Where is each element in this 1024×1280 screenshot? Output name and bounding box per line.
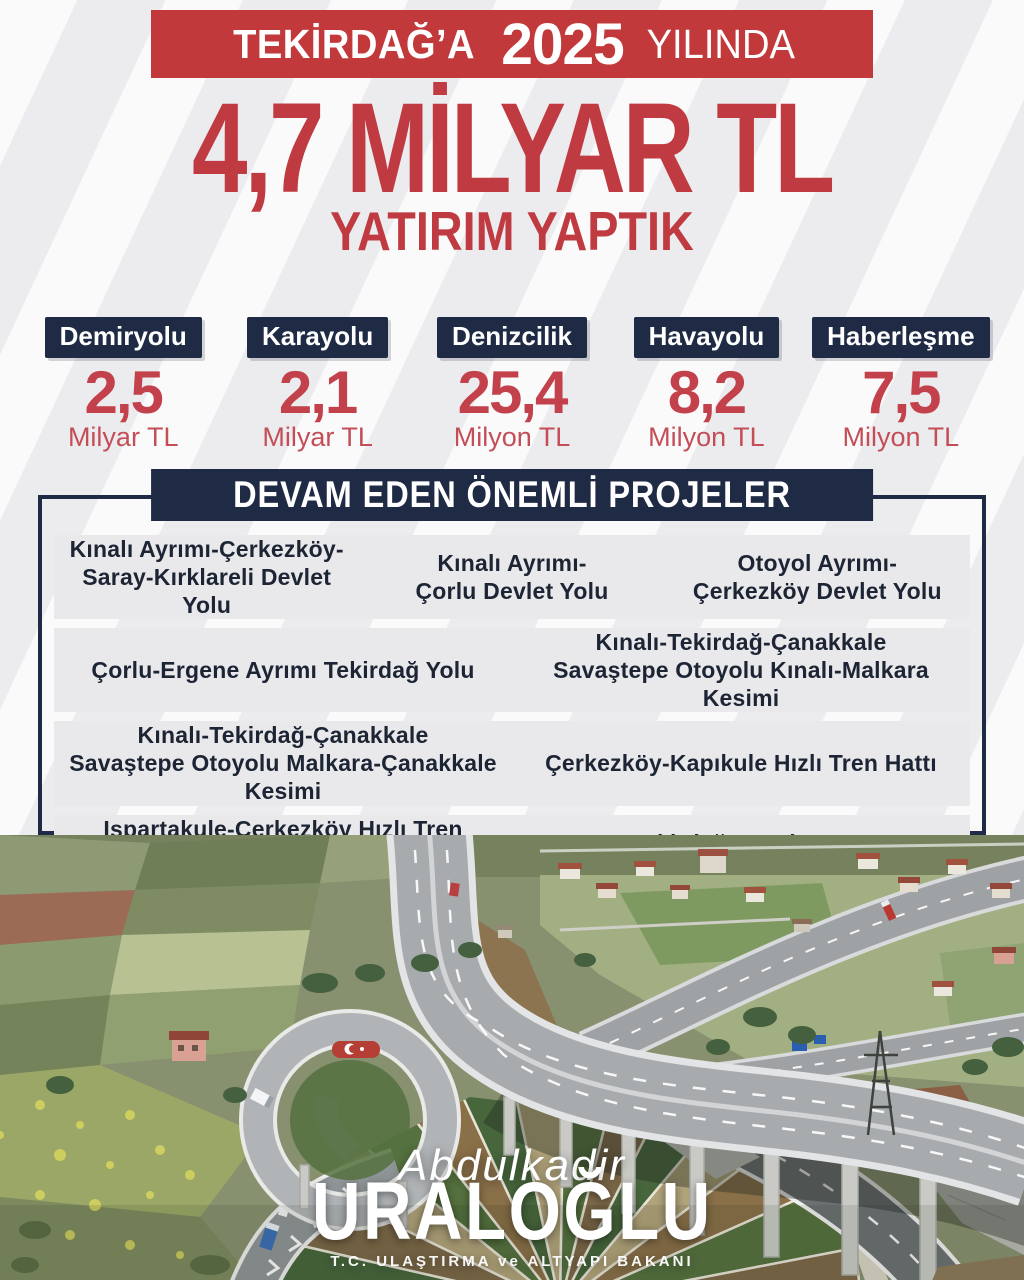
banner-suffix-text: YILINDA <box>646 20 795 67</box>
stat-label: Haberleşme <box>812 317 990 359</box>
stat-card-havayolu: Havayolu 8,2 Milyon TL <box>609 317 803 453</box>
stat-value: 25,4 <box>457 359 569 427</box>
stat-value: 2,5 <box>84 359 163 427</box>
projects-box: Kınalı Ayrımı-Çerkezköy- Saray-Kırklarel… <box>38 495 986 871</box>
stat-unit: Milyon TL <box>453 422 571 453</box>
stat-unit: Milyon TL <box>648 422 765 453</box>
investment-stats-row: Demiryolu 2,5 Milyar TL Karayolu 2,1 Mil… <box>26 317 998 453</box>
ongoing-projects-section: DEVAM EDEN ÖNEMLİ PROJELER Kınalı Ayrımı… <box>38 469 986 871</box>
minister-logo: Abdulkadir URALOĞLU T.C. ULAŞTIRMA ve AL… <box>0 1141 1024 1270</box>
project-row: Kınalı-Tekirdağ-Çanakkale Savaştepe Otoy… <box>54 721 970 806</box>
stat-card-denizcilik: Denizcilik 25,4 Milyon TL <box>415 317 609 453</box>
stat-unit: Milyar TL <box>67 422 179 453</box>
headline: 4,7 MİLYAR TL YATIRIM YAPTIK <box>0 82 1024 263</box>
banner-year-text: 2025 <box>501 11 625 77</box>
stat-card-demiryolu: Demiryolu 2,5 Milyar TL <box>26 317 220 453</box>
top-banner: TEKİRDAĞ’A 2025 YILINDA <box>151 10 873 78</box>
minister-last-name: URALOĞLU <box>311 1166 713 1258</box>
stat-unit: Milyon TL <box>842 422 960 453</box>
stat-value: 2,1 <box>278 359 358 427</box>
minister-title: T.C. ULAŞTIRMA ve ALTYAPI BAKANI <box>330 1253 694 1271</box>
aerial-photo-interchange: Abdulkadir URALOĞLU T.C. ULAŞTIRMA ve AL… <box>0 835 1024 1280</box>
project-cell: Kınalı-Tekirdağ-Çanakkale Savaştepe Otoy… <box>69 722 497 805</box>
project-row: Çorlu-Ergene Ayrımı Tekirdağ Yolu Kınalı… <box>54 628 970 713</box>
project-cell: Çerkezköy-Kapıkule Hızlı Tren Hattı <box>545 750 937 777</box>
minister-first-name: Abdulkadir <box>398 1141 626 1191</box>
project-cell: Kınalı Ayrımı-Çerkezköy- Saray-Kırklarel… <box>69 536 344 619</box>
headline-subtitle: YATIRIM YAPTIK <box>330 200 694 263</box>
project-cell: Otoyol Ayrımı- Çerkezköy Devlet Yolu <box>692 550 942 605</box>
stat-value: 7,5 <box>862 359 941 427</box>
banner-city-text: TEKİRDAĞ’A <box>232 20 475 67</box>
infographic-poster: TEKİRDAĞ’A 2025 YILINDA 4,7 MİLYAR TL YA… <box>0 10 1024 1280</box>
stat-card-haberlesme: Haberleşme 7,5 Milyon TL <box>804 317 998 453</box>
project-cell: Kınalı Ayrımı- Çorlu Devlet Yolu <box>415 550 609 605</box>
stat-label: Karayolu <box>246 317 389 359</box>
project-row: Kınalı Ayrımı-Çerkezköy- Saray-Kırklarel… <box>54 535 970 620</box>
stat-card-karayolu: Karayolu 2,1 Milyar TL <box>220 317 414 453</box>
project-cell: Kınalı-Tekirdağ-Çanakkale Savaştepe Otoy… <box>553 629 929 712</box>
projects-title-banner: DEVAM EDEN ÖNEMLİ PROJELER <box>151 469 873 522</box>
stat-label: Demiryolu <box>44 317 202 359</box>
stat-label: Havayolu <box>633 317 780 359</box>
stat-label: Denizcilik <box>437 317 587 359</box>
stat-value: 8,2 <box>667 359 747 427</box>
project-cell: Çorlu-Ergene Ayrımı Tekirdağ Yolu <box>91 657 475 684</box>
aerial-photo-illustration <box>0 835 1024 1280</box>
headline-amount: 4,7 MİLYAR TL <box>191 77 835 220</box>
stat-unit: Milyar TL <box>262 422 373 453</box>
